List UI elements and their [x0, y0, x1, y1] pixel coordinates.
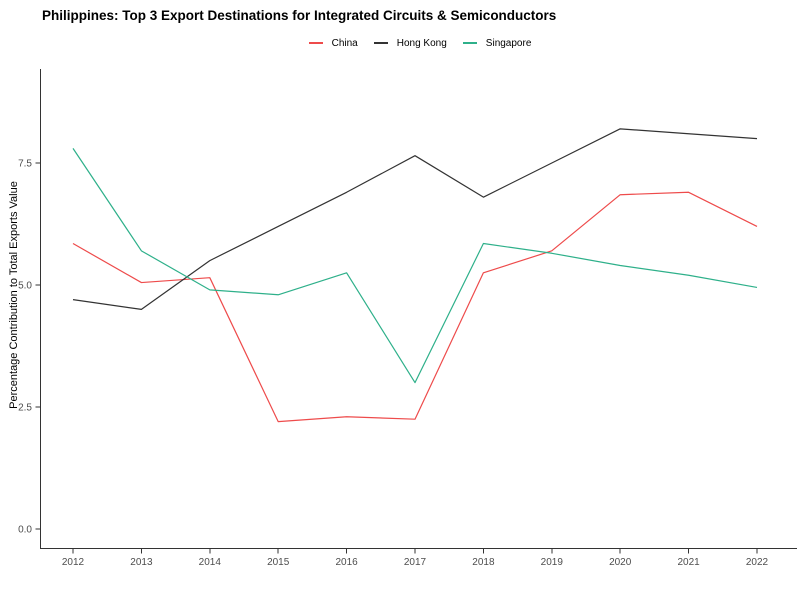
x-tick-label: 2014	[199, 557, 222, 568]
x-tick-label: 2017	[404, 557, 427, 568]
y-tick-label: 7.5	[18, 159, 32, 170]
x-tick-label: 2020	[609, 557, 632, 568]
x-tick-label: 2012	[62, 557, 85, 568]
x-tick-label: 2022	[746, 557, 769, 568]
y-tick-label: 2.5	[18, 403, 32, 414]
x-tick-label: 2019	[541, 557, 564, 568]
chart-title: Philippines: Top 3 Export Destinations f…	[42, 8, 557, 23]
legend-key-china	[308, 42, 323, 44]
legend: China Hong Kong Singapore	[40, 36, 800, 50]
legend-item-singapore: Singapore	[462, 37, 532, 49]
legend-item-hong-kong: Hong Kong	[373, 37, 447, 49]
series-line-hong-kong	[72, 128, 758, 310]
x-tick-label: 2013	[130, 557, 153, 568]
x-tick-label: 2015	[267, 557, 290, 568]
legend-label-china: China	[331, 37, 358, 49]
x-tick-label: 2018	[472, 557, 495, 568]
legend-label-hong-kong: Hong Kong	[396, 37, 447, 49]
x-tick-label: 2016	[335, 557, 358, 568]
legend-key-singapore	[462, 42, 477, 44]
legend-key-hong-kong	[373, 42, 388, 44]
legend-label-singapore: Singapore	[485, 37, 532, 49]
y-tick-label: 0.0	[18, 525, 32, 536]
series-line-china	[72, 191, 758, 423]
y-tick-label: 5.0	[18, 281, 32, 292]
x-tick-label: 2021	[677, 557, 700, 568]
series-line-singapore	[72, 148, 758, 384]
legend-item-china: China	[308, 37, 358, 49]
